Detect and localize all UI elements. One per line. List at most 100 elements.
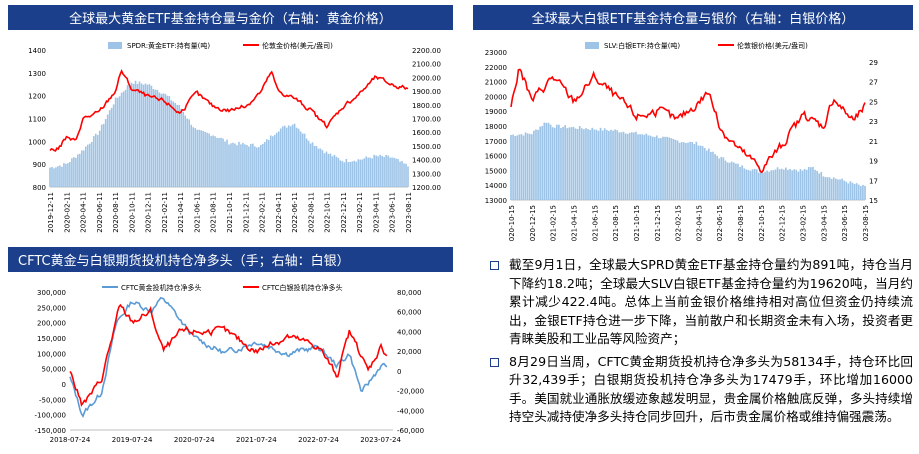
bar: [620, 132, 623, 200]
bar: [365, 156, 368, 187]
bar: [112, 104, 115, 187]
bar: [845, 181, 848, 200]
x-tick-label: 2023-02-11: [356, 192, 364, 233]
bar: [289, 126, 292, 187]
bar: [399, 161, 401, 187]
bar: [391, 157, 393, 187]
y-left-tick-label: 250,000: [37, 304, 66, 312]
bar: [633, 132, 635, 200]
y-left-tick-label: 1100: [28, 116, 46, 124]
bar: [860, 186, 862, 200]
y-left-tick-label: 1400: [28, 47, 46, 55]
bar: [835, 178, 837, 200]
x-tick-label: 2020-06-11: [96, 192, 104, 233]
bar: [803, 168, 806, 200]
bar: [331, 156, 334, 187]
y-right-tick-label: 23: [869, 118, 878, 126]
bar: [612, 130, 614, 200]
y-right-tick-label: 21: [869, 138, 878, 146]
bar: [755, 169, 758, 200]
bar: [94, 133, 97, 187]
bar: [753, 168, 756, 200]
bullet-text: 截至9月1日，全球最大SPRD黄金ETF基金持仓量约为891吨，持仓当月下降约1…: [509, 257, 913, 346]
x-tick-label: 2022-04-15: [695, 205, 703, 242]
bar: [240, 144, 242, 187]
x-tick-label: 2022-12-15: [779, 205, 787, 242]
y-left-tick-label: 0: [62, 381, 66, 389]
bar: [737, 163, 739, 200]
bar: [689, 141, 691, 200]
bar: [170, 100, 173, 187]
bar: [307, 140, 310, 187]
bar: [389, 157, 391, 187]
bar: [732, 162, 735, 200]
legend-label: CFTC白银投机持仓净多头: [262, 283, 343, 292]
bar: [703, 147, 706, 200]
bar: [218, 138, 220, 187]
bar: [718, 158, 721, 200]
bar: [367, 157, 370, 187]
bar: [782, 169, 785, 200]
bar: [162, 93, 165, 187]
bar: [772, 170, 775, 200]
bar: [355, 161, 358, 187]
bar: [156, 89, 159, 187]
bar: [265, 139, 268, 187]
bar: [618, 132, 621, 200]
bar: [369, 157, 372, 187]
bar: [580, 128, 583, 200]
bar: [537, 129, 539, 200]
bar: [560, 127, 562, 200]
bar: [353, 160, 356, 187]
bar: [166, 95, 169, 187]
bar: [510, 134, 512, 200]
bar: [547, 122, 550, 200]
y-left-tick-label: 22000: [485, 64, 507, 72]
bar: [587, 129, 589, 200]
bar: [234, 143, 236, 187]
bar: [574, 128, 577, 200]
bar: [293, 123, 296, 187]
bar: [407, 166, 409, 187]
bar: [124, 89, 127, 187]
bar: [361, 159, 364, 187]
bar: [264, 142, 266, 187]
bar: [651, 136, 654, 200]
bar: [333, 154, 336, 187]
y-left-tick-label: 14000: [485, 182, 507, 190]
x-tick-label: 2021-12-15: [654, 205, 662, 242]
bar: [349, 161, 352, 187]
y-left-tick-label: 1300: [28, 70, 46, 78]
bar: [90, 141, 93, 187]
y-left-tick-label: 17000: [485, 138, 507, 146]
bar: [730, 161, 733, 200]
bar: [122, 91, 125, 187]
line-series: [510, 68, 866, 174]
bar: [533, 130, 535, 200]
bar: [780, 168, 783, 200]
bar: [687, 142, 689, 200]
y-right-tick-label: -60,000: [397, 427, 424, 435]
bar: [319, 148, 322, 187]
bar: [810, 167, 812, 200]
bar: [69, 162, 71, 187]
bar: [851, 182, 854, 200]
bar: [71, 158, 73, 187]
bar: [641, 134, 644, 200]
bar: [714, 154, 716, 200]
bar: [660, 138, 662, 200]
bar: [100, 124, 103, 187]
bar: [267, 139, 270, 187]
bar: [61, 166, 63, 187]
bar: [49, 167, 51, 187]
bar: [397, 159, 399, 187]
bar: [341, 161, 344, 187]
x-tick-label: 2022-10-15: [758, 205, 766, 242]
bar: [799, 169, 802, 200]
y-right-tick-label: 60,000: [397, 309, 422, 317]
bar: [104, 119, 107, 187]
bar: [75, 157, 77, 187]
x-tick-label: 2021-06-15: [591, 205, 599, 242]
bar: [285, 127, 288, 187]
bar: [180, 108, 183, 187]
